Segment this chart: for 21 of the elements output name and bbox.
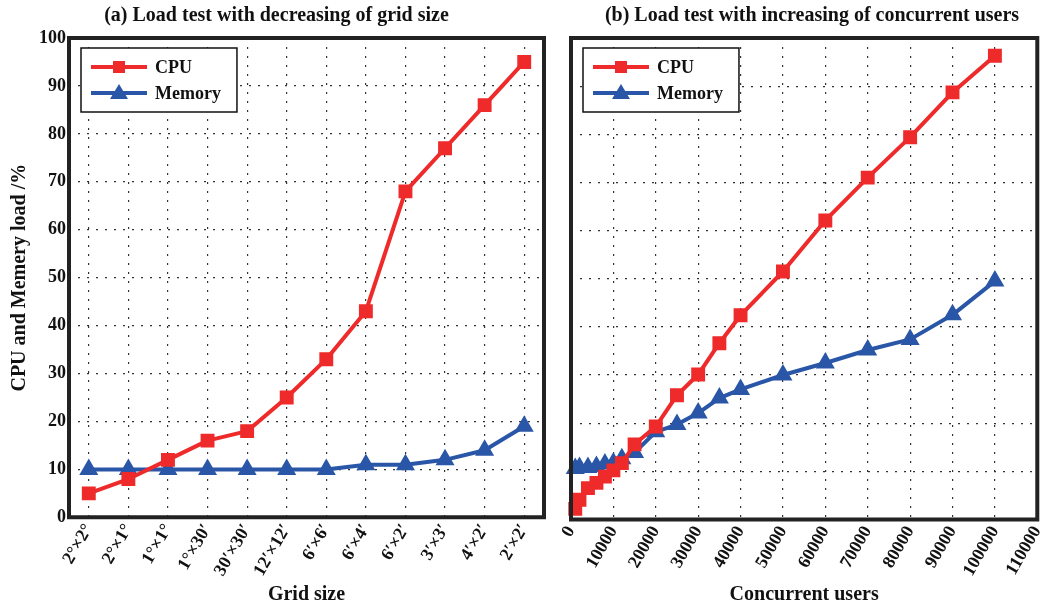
legend-label: Memory [657, 82, 723, 103]
y-tick-label: 60 [48, 218, 66, 239]
y-tick-label: 50 [48, 266, 66, 287]
chart-title: (b) Load test with increasing of concurrent users [604, 3, 1020, 27]
x-axis-title: Concurrent users [729, 582, 879, 605]
x-axis-title: Grid size [267, 582, 346, 605]
x-tick-label: 0 [556, 522, 579, 540]
y-tick-label: 0 [57, 506, 66, 527]
y-tick-label: 90 [48, 74, 66, 95]
y-tick-label: 40 [48, 314, 66, 335]
y-tick-label: 10 [48, 458, 66, 479]
y-tick-label: 70 [48, 170, 66, 191]
legend-label: CPU [155, 56, 192, 77]
legend-label: Memory [155, 82, 221, 103]
y-tick-label: 30 [48, 362, 66, 383]
y-tick-label: 80 [48, 122, 66, 143]
y-axis-title: CPU and Memery load /% [7, 163, 31, 392]
y-tick-label: 100 [39, 26, 66, 47]
y-tick-label: 20 [48, 410, 66, 431]
chart-title: (a) Load test with decreasing of grid size [104, 3, 449, 27]
legend-label: CPU [657, 56, 694, 77]
